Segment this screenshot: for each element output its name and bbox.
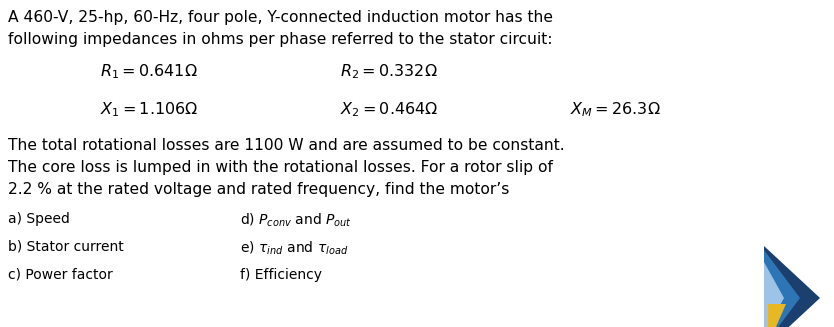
- Text: The core loss is lumped in with the rotational losses. For a rotor slip of: The core loss is lumped in with the rota…: [8, 160, 553, 175]
- Text: $R_2 = 0.332\Omega$: $R_2 = 0.332\Omega$: [340, 62, 438, 81]
- Text: 2.2 % at the rated voltage and rated frequency, find the motor’s: 2.2 % at the rated voltage and rated fre…: [8, 182, 510, 197]
- Text: $X_1 = 1.106\Omega$: $X_1 = 1.106\Omega$: [100, 100, 198, 119]
- Text: b) Stator current: b) Stator current: [8, 240, 123, 254]
- Text: following impedances in ohms per phase referred to the stator circuit:: following impedances in ohms per phase r…: [8, 32, 552, 47]
- Text: A 460-V, 25-hp, 60-Hz, four pole, Y-connected induction motor has the: A 460-V, 25-hp, 60-Hz, four pole, Y-conn…: [8, 10, 553, 25]
- Polygon shape: [764, 246, 820, 327]
- Text: $X_2 = 0.464\Omega$: $X_2 = 0.464\Omega$: [340, 100, 439, 119]
- Text: e) $\tau_{ind}$ and $\tau_{load}$: e) $\tau_{ind}$ and $\tau_{load}$: [240, 240, 349, 257]
- Text: c) Power factor: c) Power factor: [8, 268, 113, 282]
- Polygon shape: [764, 250, 800, 327]
- Text: The total rotational losses are 1100 W and are assumed to be constant.: The total rotational losses are 1100 W a…: [8, 138, 565, 153]
- Text: $R_1 = 0.641\Omega$: $R_1 = 0.641\Omega$: [100, 62, 198, 81]
- Text: a) Speed: a) Speed: [8, 212, 70, 226]
- Polygon shape: [768, 304, 786, 327]
- Text: d) $P_{conv}$ and $P_{out}$: d) $P_{conv}$ and $P_{out}$: [240, 212, 352, 230]
- Text: f) Efficiency: f) Efficiency: [240, 268, 322, 282]
- Text: $X_M = 26.3\Omega$: $X_M = 26.3\Omega$: [570, 100, 661, 119]
- Polygon shape: [764, 262, 784, 327]
